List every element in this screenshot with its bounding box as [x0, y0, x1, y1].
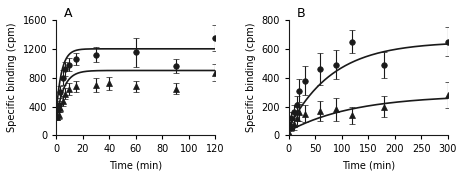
Y-axis label: Specific binding (cpm): Specific binding (cpm)	[245, 23, 255, 132]
X-axis label: Time (min): Time (min)	[109, 160, 162, 170]
X-axis label: Time (min): Time (min)	[341, 160, 394, 170]
Text: A: A	[64, 7, 73, 20]
Y-axis label: Specific binding (cpm): Specific binding (cpm)	[7, 23, 17, 132]
Text: B: B	[296, 7, 305, 20]
